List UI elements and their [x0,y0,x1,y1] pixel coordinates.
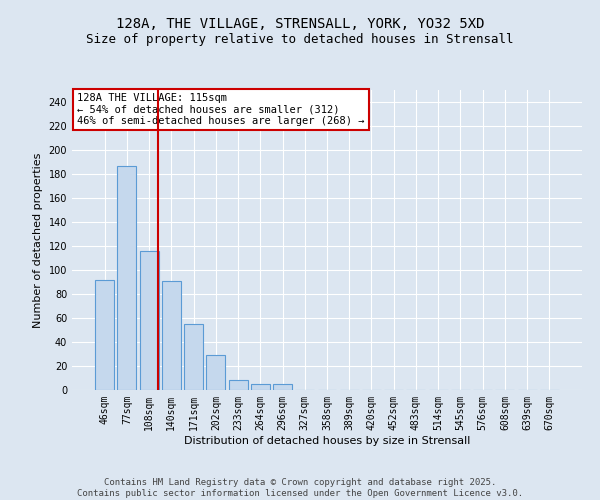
Bar [251,384,270,390]
Text: 128A THE VILLAGE: 115sqm
← 54% of detached houses are smaller (312)
46% of semi-: 128A THE VILLAGE: 115sqm ← 54% of detach… [77,93,365,126]
Bar [118,166,136,390]
X-axis label: Distribution of detached houses by size in Strensall: Distribution of detached houses by size … [184,436,470,446]
Bar [229,380,248,390]
Bar [184,324,203,390]
Text: Contains HM Land Registry data © Crown copyright and database right 2025.
Contai: Contains HM Land Registry data © Crown c… [77,478,523,498]
Y-axis label: Number of detached properties: Number of detached properties [33,152,43,328]
Bar [95,280,114,390]
Text: Size of property relative to detached houses in Strensall: Size of property relative to detached ho… [86,32,514,46]
Bar [206,355,225,390]
Bar [162,281,181,390]
Bar [273,384,292,390]
Text: 128A, THE VILLAGE, STRENSALL, YORK, YO32 5XD: 128A, THE VILLAGE, STRENSALL, YORK, YO32… [116,18,484,32]
Bar [140,251,158,390]
